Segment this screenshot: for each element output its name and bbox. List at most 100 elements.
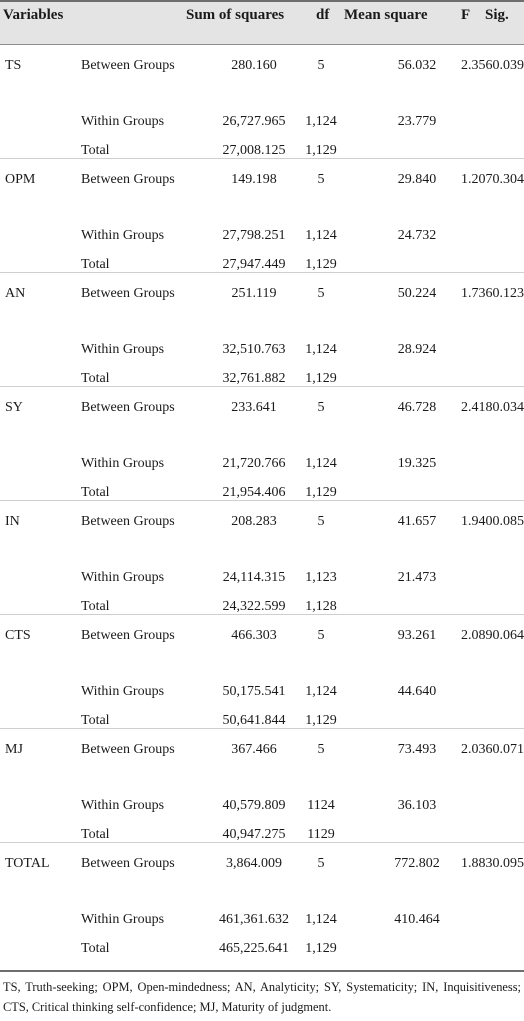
mean-square-value: 21.473	[397, 570, 437, 585]
df-value: 1,129	[305, 257, 337, 272]
df-value: 1129	[307, 827, 335, 842]
group-separator	[0, 728, 524, 729]
variable-name: TOTAL	[5, 856, 50, 871]
header-rule	[0, 44, 524, 45]
source-label: Between Groups	[81, 58, 175, 73]
f-sig-value: 1.8830.095	[461, 856, 524, 871]
source-label: Between Groups	[81, 856, 175, 871]
header-sig: Sig.	[485, 7, 509, 23]
df-value: 5	[317, 172, 325, 187]
source-label: Between Groups	[81, 400, 175, 415]
f-sig-value: 2.4180.034	[461, 400, 524, 415]
sum-of-squares-value: 27,798.251	[222, 228, 286, 243]
f-sig-value: 1.7360.123	[461, 286, 524, 301]
f-sig-value: 2.3560.039	[461, 58, 524, 73]
mean-square-value: 46.728	[397, 400, 437, 415]
mean-square-value: 41.657	[397, 514, 437, 529]
group-separator	[0, 500, 524, 501]
table-header: Variables Sum of squares df Mean square …	[0, 0, 524, 44]
header-mean-square: Mean square	[344, 7, 428, 23]
sum-of-squares-value: 50,641.844	[222, 713, 286, 728]
df-value: 5	[317, 286, 325, 301]
sum-of-squares-value: 251.119	[231, 286, 277, 301]
group-separator	[0, 272, 524, 273]
df-value: 1,129	[305, 941, 337, 956]
sum-of-squares-value: 3,864.009	[226, 856, 282, 871]
variable-name: SY	[5, 400, 23, 415]
sum-of-squares-value: 21,720.766	[222, 456, 286, 471]
sum-of-squares-value: 26,727.965	[222, 114, 286, 129]
mean-square-value: 44.640	[397, 684, 437, 699]
df-value: 1,123	[305, 570, 337, 585]
source-label: Within Groups	[81, 684, 165, 699]
source-label: Within Groups	[81, 912, 165, 927]
f-sig-value: 2.0360.071	[461, 742, 524, 757]
header-f: F	[461, 7, 471, 23]
variable-name: TS	[5, 58, 22, 73]
sum-of-squares-value: 280.160	[231, 58, 277, 73]
sum-of-squares-value: 40,579.809	[222, 798, 286, 813]
df-value: 5	[317, 856, 325, 871]
table-bottom-rule	[0, 970, 524, 972]
mean-square-value: 19.325	[397, 456, 437, 471]
variable-name: OPM	[5, 172, 36, 187]
source-label: Between Groups	[81, 742, 175, 757]
mean-square-value: 56.032	[397, 58, 437, 73]
source-label: Within Groups	[81, 342, 165, 357]
sum-of-squares-value: 24,114.315	[222, 570, 286, 585]
df-value: 1,124	[305, 228, 337, 243]
header-variables: Variables	[3, 7, 64, 23]
sum-of-squares-value: 32,510.763	[222, 342, 286, 357]
mean-square-value: 73.493	[397, 742, 437, 757]
df-value: 1,124	[305, 114, 337, 129]
source-label: Total	[81, 485, 110, 500]
df-value: 1,124	[305, 342, 337, 357]
df-value: 1,129	[305, 485, 337, 500]
source-label: Total	[81, 257, 110, 272]
source-label: Total	[81, 713, 110, 728]
f-sig-value: 2.0890.064	[461, 628, 524, 643]
df-value: 1,129	[305, 143, 337, 158]
source-label: Between Groups	[81, 172, 175, 187]
df-value: 1,128	[305, 599, 337, 614]
df-value: 5	[317, 628, 325, 643]
df-value: 5	[317, 400, 325, 415]
df-value: 1,129	[305, 371, 337, 386]
source-label: Within Groups	[81, 228, 165, 243]
sum-of-squares-value: 465,225.641	[219, 941, 289, 956]
mean-square-value: 50.224	[397, 286, 437, 301]
df-value: 1,124	[305, 684, 337, 699]
df-value: 5	[317, 514, 325, 529]
sum-of-squares-value: 367.466	[231, 742, 277, 757]
variable-name: CTS	[5, 628, 31, 643]
variable-name: MJ	[5, 742, 23, 757]
sum-of-squares-value: 40,947.275	[222, 827, 286, 842]
sum-of-squares-value: 32,761.882	[222, 371, 286, 386]
group-separator	[0, 842, 524, 843]
sum-of-squares-value: 208.283	[231, 514, 277, 529]
f-sig-value: 1.2070.304	[461, 172, 524, 187]
mean-square-value: 410.464	[394, 912, 440, 927]
sum-of-squares-value: 27,947.449	[222, 257, 286, 272]
source-label: Between Groups	[81, 628, 175, 643]
sum-of-squares-value: 27,008.125	[222, 143, 286, 158]
mean-square-value: 23.779	[397, 114, 437, 129]
table-footnote: TS, Truth-seeking; OPM, Open-mindedness;…	[3, 980, 521, 1014]
f-sig-value: 1.9400.085	[461, 514, 524, 529]
source-label: Total	[81, 371, 110, 386]
source-label: Between Groups	[81, 286, 175, 301]
df-value: 5	[317, 58, 325, 73]
sum-of-squares-value: 21,954.406	[222, 485, 286, 500]
group-separator	[0, 614, 524, 615]
variable-name: IN	[5, 514, 20, 529]
source-label: Total	[81, 941, 110, 956]
df-value: 1,124	[305, 456, 337, 471]
group-separator	[0, 158, 524, 159]
sum-of-squares-value: 149.198	[231, 172, 277, 187]
mean-square-value: 28.924	[397, 342, 437, 357]
df-value: 5	[317, 742, 325, 757]
mean-square-value: 36.103	[397, 798, 437, 813]
mean-square-value: 93.261	[397, 628, 437, 643]
df-value: 1,124	[305, 912, 337, 927]
source-label: Total	[81, 143, 110, 158]
